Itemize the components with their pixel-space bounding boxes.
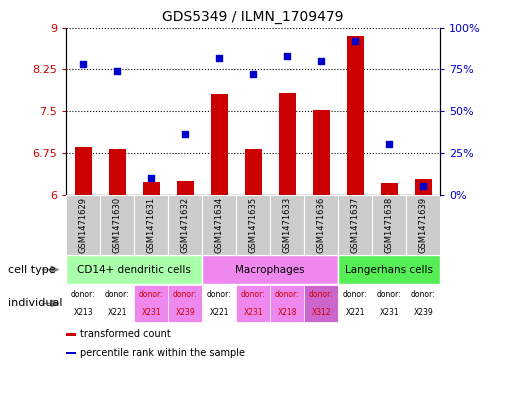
Bar	[313, 110, 330, 195]
Text: Langerhans cells: Langerhans cells	[345, 264, 433, 275]
Bar	[168, 195, 202, 255]
Text: donor:: donor:	[139, 290, 163, 299]
Point	[215, 54, 223, 61]
Point	[283, 53, 291, 59]
Bar	[75, 147, 92, 195]
Text: GSM1471631: GSM1471631	[147, 197, 156, 253]
Bar	[406, 195, 440, 255]
Bar	[66, 285, 100, 322]
Text: donor:: donor:	[411, 290, 436, 299]
Bar	[338, 255, 440, 284]
Text: GSM1471639: GSM1471639	[419, 197, 428, 253]
Text: donor:: donor:	[71, 290, 96, 299]
Point	[385, 141, 393, 147]
Text: X221: X221	[346, 308, 365, 316]
Text: donor:: donor:	[241, 290, 266, 299]
Point	[351, 38, 359, 44]
Bar	[168, 285, 202, 322]
Text: GSM1471637: GSM1471637	[351, 197, 360, 253]
Point	[147, 174, 155, 181]
Bar	[100, 285, 134, 322]
Bar	[279, 93, 296, 195]
Bar	[236, 285, 270, 322]
Point	[317, 58, 325, 64]
Text: GSM1471632: GSM1471632	[181, 197, 190, 253]
Text: GSM1471638: GSM1471638	[385, 197, 394, 253]
Text: X218: X218	[277, 308, 297, 316]
Text: CD14+ dendritic cells: CD14+ dendritic cells	[77, 264, 191, 275]
Bar	[202, 285, 236, 322]
Bar	[338, 285, 372, 322]
Bar	[236, 195, 270, 255]
Point	[181, 131, 189, 138]
Bar	[372, 195, 406, 255]
Bar	[245, 149, 262, 195]
Bar	[66, 333, 76, 336]
Text: GSM1471634: GSM1471634	[215, 197, 224, 253]
Text: X239: X239	[413, 308, 433, 316]
Text: X221: X221	[107, 308, 127, 316]
Bar	[338, 195, 372, 255]
Text: X231: X231	[243, 308, 263, 316]
Point	[249, 71, 257, 77]
Bar	[202, 255, 338, 284]
Bar	[100, 195, 134, 255]
Bar	[406, 285, 440, 322]
Text: donor:: donor:	[309, 290, 333, 299]
Point	[79, 61, 87, 67]
Bar	[347, 36, 364, 195]
Bar	[134, 285, 168, 322]
Text: X231: X231	[142, 308, 161, 316]
Text: X239: X239	[175, 308, 195, 316]
Text: individual: individual	[8, 298, 62, 309]
Bar	[66, 352, 76, 354]
Point	[113, 68, 121, 74]
Bar	[143, 182, 160, 195]
Point	[419, 183, 428, 189]
Text: GSM1471636: GSM1471636	[317, 197, 326, 253]
Text: percentile rank within the sample: percentile rank within the sample	[80, 348, 245, 358]
Bar	[304, 285, 338, 322]
Text: X231: X231	[379, 308, 399, 316]
Bar	[202, 195, 236, 255]
Bar	[304, 195, 338, 255]
Text: donor:: donor:	[105, 290, 129, 299]
Text: cell type: cell type	[8, 264, 55, 275]
Bar	[66, 255, 202, 284]
Text: X221: X221	[210, 308, 229, 316]
Text: GSM1471635: GSM1471635	[249, 197, 258, 253]
Text: donor:: donor:	[275, 290, 300, 299]
Text: GSM1471630: GSM1471630	[112, 197, 122, 253]
Text: Macrophages: Macrophages	[236, 264, 305, 275]
Text: transformed count: transformed count	[80, 329, 171, 339]
Text: X213: X213	[73, 308, 93, 316]
Bar	[270, 285, 304, 322]
Bar	[270, 195, 304, 255]
Text: donor:: donor:	[343, 290, 367, 299]
Text: X312: X312	[312, 308, 331, 316]
Bar	[66, 195, 100, 255]
Bar	[177, 181, 194, 195]
Text: GSM1471633: GSM1471633	[282, 197, 292, 253]
Text: donor:: donor:	[207, 290, 232, 299]
Bar	[211, 94, 228, 195]
Bar	[109, 149, 126, 195]
Bar	[381, 184, 398, 195]
Bar	[415, 179, 432, 195]
Text: GSM1471629: GSM1471629	[79, 197, 88, 253]
Bar	[372, 285, 406, 322]
Bar	[134, 195, 168, 255]
Text: donor:: donor:	[377, 290, 402, 299]
Text: donor:: donor:	[173, 290, 197, 299]
Title: GDS5349 / ILMN_1709479: GDS5349 / ILMN_1709479	[162, 10, 344, 24]
